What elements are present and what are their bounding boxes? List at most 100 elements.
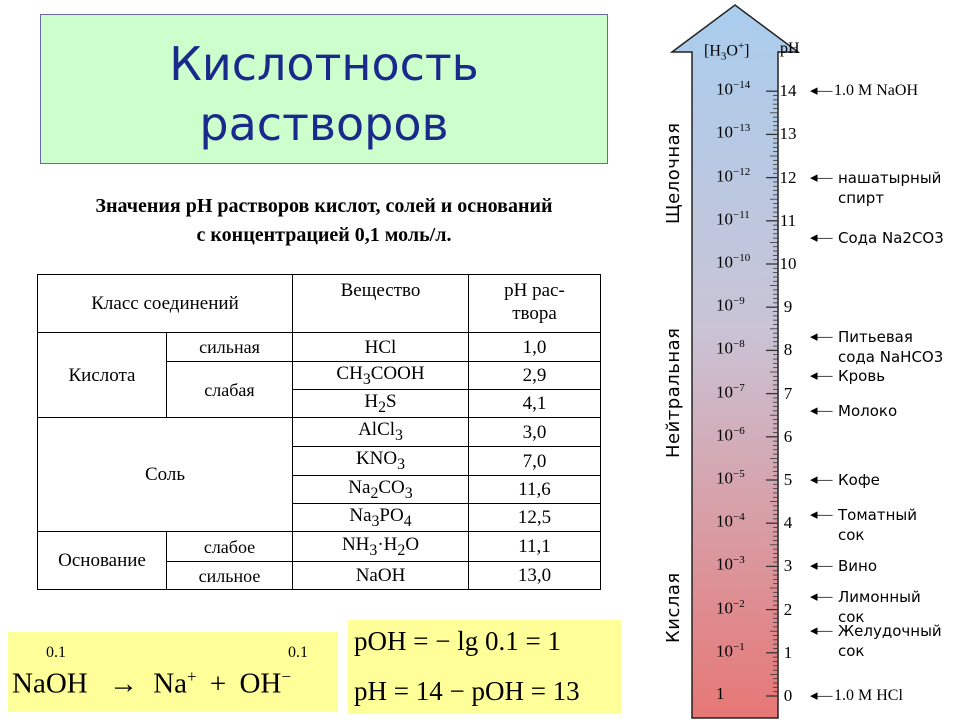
formula-part: NaOH: [355, 565, 406, 586]
ph-tick-label: 9: [783, 297, 793, 317]
header-concentration: [H3O+]: [704, 40, 750, 63]
substance-label: 1.0 M HCl: [834, 686, 903, 706]
concentration-naoh: 0.1: [46, 644, 66, 661]
arrow-left-icon: ◂—: [810, 329, 833, 346]
formula-part: HCl: [364, 336, 397, 358]
substance-label: Вино: [838, 556, 877, 576]
header-substance: Вещество: [292, 274, 469, 333]
ph-value: 1,0: [468, 332, 601, 362]
concentration-base: 10: [716, 511, 733, 531]
formula-sub: 3: [397, 455, 406, 473]
region-basic: Щелочная: [663, 122, 684, 224]
formula-part: S: [386, 390, 397, 412]
arrow-right-icon: →: [108, 667, 138, 700]
formula-sub: 3: [371, 512, 380, 530]
concentration-exponent: −13: [733, 122, 751, 135]
substance-label-line: нашатырный: [838, 168, 942, 187]
ph-value: 7,0: [468, 446, 601, 476]
substance-label: Кровь: [838, 366, 885, 386]
header-ph-line-2: твора: [512, 303, 557, 324]
concentration-exponent: −6: [733, 424, 745, 437]
dissociation-box: 0.1 0.1 NaOH → Na+ + OH−: [8, 632, 338, 712]
substance-label: Молоко: [838, 401, 897, 421]
concentration-exponent: −8: [733, 338, 745, 351]
table-row: Соль AlCl3 3,0: [37, 417, 601, 532]
concentration-label: 10−5: [716, 468, 745, 489]
ph-tick-label: 8: [783, 340, 793, 360]
formula-sub: 2: [370, 484, 379, 502]
concentration-label: 10−6: [716, 425, 745, 446]
substance-label: Лимонный сок: [838, 587, 921, 627]
formula-part: KNO: [355, 448, 398, 470]
title-line-1: Кислотность: [169, 37, 479, 91]
dissociation-equation: NaOH → Na+ + OH−: [12, 668, 291, 699]
arrow-left-icon: ◂—: [810, 472, 833, 488]
ph-value: 12,5: [468, 503, 601, 532]
ph-tick-label: 12: [779, 167, 797, 187]
arrow-left-icon: ◂—: [810, 688, 833, 704]
arrow-left-icon: ◂—: [810, 588, 833, 605]
ph-tick-label: 4: [783, 513, 793, 533]
ph-value: 13,0: [468, 561, 601, 590]
concentration-exponent: −3: [733, 554, 745, 567]
concentration-base: 10: [716, 382, 733, 402]
concentration-base: 10: [716, 166, 733, 186]
substance-label-line: Кофе: [838, 471, 880, 489]
arrow-left-icon: ◂—: [810, 230, 833, 247]
concentration-exponent: −1: [733, 640, 745, 653]
ph-tick-label: 6: [783, 426, 793, 446]
conc-header-sup: +: [737, 40, 745, 52]
concentration-exponent: −12: [733, 165, 751, 178]
ph-tick-label: 3: [783, 556, 793, 576]
poh-equation: pOH = − lg 0.1 = 1: [354, 626, 561, 656]
formula: NaOH: [292, 561, 469, 590]
ph-value: 11,6: [468, 475, 601, 504]
concentration-label: 10−11: [716, 209, 750, 230]
substance-label-line: Лимонный: [838, 587, 921, 606]
formula: HCl: [292, 332, 469, 362]
substance-label-line: сок: [838, 525, 865, 544]
concentration-base: 10: [716, 598, 733, 618]
conc-header-sub: 3: [720, 50, 727, 63]
table-row: сильное NaOH 13,0: [38, 561, 601, 590]
formula-part: CO: [378, 476, 405, 498]
concentration-oh: 0.1: [288, 644, 308, 661]
arrow-left-icon: ◂—: [810, 169, 833, 186]
formula-sub: 3: [404, 484, 413, 502]
formula: AlCl3: [292, 417, 469, 447]
conc-header-part: [H: [704, 42, 721, 60]
formula-sub: 3: [362, 370, 371, 388]
formula: H2S: [292, 389, 469, 418]
ph-value: 2,9: [468, 361, 601, 390]
substance-label: Кофе: [838, 470, 880, 490]
header-class: Класс соединений: [37, 274, 293, 333]
class-base: Основание: [37, 531, 167, 590]
arrow-left-icon: ◂—: [810, 402, 833, 419]
concentration-label: 10−2: [716, 598, 745, 619]
formula-part: H: [364, 390, 379, 412]
arrow-left-icon: ◂—: [810, 558, 833, 575]
substance-label-line: Желудочный: [838, 622, 942, 641]
formula-sub: 3: [395, 426, 403, 444]
formula: CH3COOH: [292, 361, 469, 390]
substance-label-line: сок: [838, 642, 865, 661]
ph-calc-box: pOH = − lg 0.1 = 1 pH = 14 − pOH = 13: [348, 620, 621, 714]
formula: Na3PO4: [292, 503, 469, 532]
ph-tick-label: 7: [783, 383, 793, 403]
strength-acid-strong: сильная: [166, 332, 293, 362]
concentration-base: 10: [716, 79, 733, 99]
formula: NH3·H2O: [292, 531, 469, 562]
ph-scale-arrow: [669, 4, 801, 719]
substance-label-line: сода NaHCO3: [838, 348, 944, 367]
substance-label-line: Молоко: [838, 401, 898, 420]
substance-label-line: Вино: [838, 557, 878, 576]
concentration-label: 10−8: [716, 338, 745, 359]
arrow-left-icon: ◂—: [810, 368, 833, 385]
ph-tick-label: 11: [779, 210, 797, 230]
title-line-2: растворов: [199, 97, 449, 151]
ph-tick-label: 14: [779, 81, 797, 101]
class-acid: Кислота: [37, 332, 167, 418]
formula-sub: 3: [369, 541, 378, 559]
scale-ticks: [766, 90, 778, 697]
ph-tick-label: 1: [783, 642, 793, 662]
